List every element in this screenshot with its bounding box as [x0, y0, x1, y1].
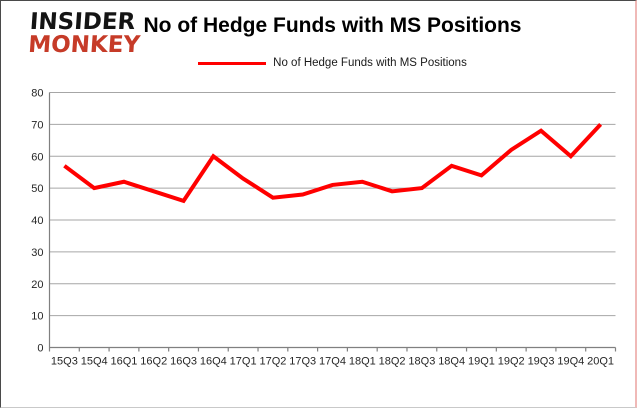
y-tick-label: 0	[37, 343, 43, 355]
x-tick-label: 17Q2	[259, 356, 286, 368]
y-tick-label: 80	[31, 88, 43, 100]
legend-line-swatch	[198, 61, 267, 65]
x-tick-label: 16Q3	[170, 356, 197, 368]
chart-title: No of Hedge Funds with MS Positions	[143, 14, 522, 37]
x-tick-label: 15Q3	[51, 356, 78, 368]
x-tick-label: 15Q4	[81, 356, 108, 368]
x-tick-label: 17Q1	[230, 356, 257, 368]
x-tick-label: 19Q1	[468, 356, 495, 368]
x-tick-label: 18Q4	[438, 356, 465, 368]
x-tick-label: 18Q3	[408, 356, 435, 368]
y-tick-label: 40	[31, 215, 43, 227]
legend: No of Hedge Funds with MS Positions	[49, 57, 616, 69]
x-tick-label: 16Q4	[200, 356, 227, 368]
x-tick-label: 17Q4	[319, 356, 346, 368]
x-tick-label: 19Q2	[498, 356, 525, 368]
x-tick-label: 19Q3	[528, 356, 555, 368]
y-tick-label: 30	[31, 247, 43, 259]
x-tick-label: 20Q1	[587, 356, 614, 368]
y-tick-label: 10	[31, 311, 43, 323]
y-tick-label: 20	[31, 279, 43, 291]
x-tick-label: 18Q1	[349, 356, 376, 368]
legend-label: No of Hedge Funds with MS Positions	[273, 57, 467, 69]
x-tick-label: 16Q2	[140, 356, 167, 368]
x-tick-label: 19Q4	[557, 356, 584, 368]
y-tick-label: 70	[31, 119, 43, 131]
series-line	[63, 123, 603, 204]
x-tick-label: 18Q2	[379, 356, 406, 368]
x-tick-label: 17Q3	[289, 356, 316, 368]
x-tick-label: 16Q1	[111, 356, 138, 368]
y-tick-label: 60	[31, 151, 43, 163]
y-tick-label: 50	[31, 183, 43, 195]
